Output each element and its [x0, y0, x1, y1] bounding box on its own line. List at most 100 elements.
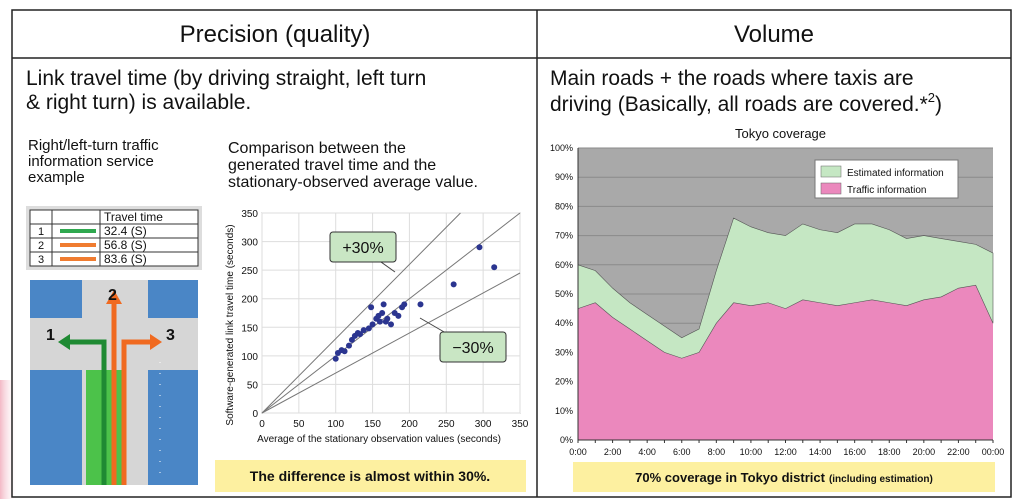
- header-right: Volume: [734, 21, 814, 48]
- y-tick-label: 40%: [555, 318, 573, 328]
- point: [370, 321, 376, 327]
- summary-line: Link travel time (by driving straight, l…: [26, 67, 426, 90]
- legend-label: Estimated information: [847, 168, 944, 179]
- row-number: 3: [38, 254, 44, 266]
- note-small: (including estimation): [829, 474, 933, 485]
- y-tick-label: 50: [247, 380, 259, 391]
- y-tick-label: 90%: [555, 172, 573, 182]
- caption: generated travel time and the: [228, 157, 436, 174]
- x-tick-label: 100: [327, 419, 344, 430]
- y-tick-label: 30%: [555, 347, 573, 357]
- caption: example: [28, 169, 85, 186]
- route-swatch: [60, 243, 96, 247]
- travel-time: 56.8 (S): [104, 238, 147, 252]
- x-tick-label: 150: [364, 419, 381, 430]
- scatter-chart: 0 50 100 150 200 250 300 350 0 50 100 150 200 250 300 3…: [225, 209, 529, 445]
- y-tick-label: 0%: [560, 435, 573, 445]
- callout-label: −30%: [452, 340, 493, 357]
- intersection-diagram: 1 2 3: [30, 280, 198, 485]
- route-label: 1: [46, 327, 55, 344]
- note-main: 70% coverage in Tokyo district: [635, 470, 825, 485]
- x-tick-label: 10:00: [740, 447, 763, 457]
- footnote-mark: 2: [928, 90, 935, 105]
- summary-text: driving (Basically, all roads are covere…: [550, 93, 928, 116]
- area-chart: Tokyo coverage 0% 10% 20% 30% 40% 50% 60% 70% 80%…: [550, 126, 1004, 457]
- x-tick-label: 0:00: [569, 447, 587, 457]
- point: [451, 281, 457, 287]
- x-tick-label: 50: [293, 419, 305, 430]
- y-tick-label: 200: [241, 295, 258, 306]
- point: [417, 301, 423, 307]
- point: [333, 356, 339, 362]
- y-tick-label: 60%: [555, 260, 573, 270]
- point: [395, 313, 401, 319]
- route-swatch: [60, 229, 96, 233]
- callout-label: +30%: [342, 240, 383, 257]
- route-swatch: [60, 257, 96, 261]
- caption: Comparison between the: [228, 140, 406, 157]
- legend-label: Traffic information: [847, 185, 926, 196]
- travel-time: 32.4 (S): [104, 224, 147, 238]
- point: [384, 316, 390, 322]
- x-tick-label: 2:00: [604, 447, 622, 457]
- decoration: [0, 380, 18, 499]
- point: [342, 348, 348, 354]
- point: [476, 244, 482, 250]
- x-tick-label: 8:00: [708, 447, 726, 457]
- chart-title: Tokyo coverage: [735, 126, 826, 141]
- y-tick-label: 80%: [555, 201, 573, 211]
- x-tick-label: 14:00: [809, 447, 832, 457]
- y-tick-label: 10%: [555, 406, 573, 416]
- y-tick-label: 50%: [555, 289, 573, 299]
- y-tick-label: 150: [241, 323, 258, 334]
- x-tick-label: 0: [259, 419, 265, 430]
- y-tick-label: 100: [241, 352, 258, 363]
- point: [388, 321, 394, 327]
- caption: stationary-observed average value.: [228, 174, 478, 191]
- x-tick-label: 300: [475, 419, 492, 430]
- travel-table: Travel time 1 32.4 (S) 2 56.8 (S) 3 83.6 (S): [26, 206, 202, 270]
- y-tick-label: 70%: [555, 231, 573, 241]
- table-header: Travel time: [104, 210, 163, 224]
- summary-line: Main roads + the roads where taxis are: [550, 67, 914, 90]
- point: [361, 327, 367, 333]
- header-left: Precision (quality): [180, 21, 371, 48]
- caption: Right/left-turn traffic: [28, 137, 159, 154]
- x-tick-label: 6:00: [673, 447, 691, 457]
- note: The difference is almost within 30%.: [250, 468, 490, 484]
- x-axis-label: Average of the stationary observation va…: [257, 434, 501, 445]
- point: [381, 301, 387, 307]
- y-tick-label: 0: [252, 409, 258, 420]
- y-tick-label: 250: [241, 266, 258, 277]
- legend-swatch: [821, 166, 841, 177]
- x-tick-label: 4:00: [638, 447, 656, 457]
- x-tick-label: 20:00: [913, 447, 936, 457]
- point: [379, 310, 385, 316]
- y-tick-label: 350: [241, 209, 258, 220]
- x-tick-label: 350: [512, 419, 529, 430]
- x-tick-label: 22:00: [947, 447, 970, 457]
- point: [368, 304, 374, 310]
- row-number: 2: [38, 240, 44, 252]
- route-label: 2: [108, 287, 117, 304]
- summary-line: & right turn) is available.: [26, 91, 251, 114]
- y-tick-label: 20%: [555, 377, 573, 387]
- y-axis-label: Software-generated link travel time (sec…: [225, 224, 236, 425]
- point: [491, 264, 497, 270]
- point: [346, 343, 352, 349]
- x-tick-label: 250: [438, 419, 455, 430]
- x-tick-label: 200: [401, 419, 418, 430]
- summary-line: driving (Basically, all roads are covere…: [550, 90, 942, 116]
- route-label: 3: [166, 327, 175, 344]
- caption: information service: [28, 153, 154, 170]
- slide: Precision (quality) Volume Link travel t…: [0, 0, 1014, 499]
- x-tick-label: 00:00: [982, 447, 1005, 457]
- x-tick-label: 16:00: [843, 447, 866, 457]
- row-number: 1: [38, 226, 44, 238]
- x-tick-label: 18:00: [878, 447, 901, 457]
- y-tick-label: 300: [241, 238, 258, 249]
- point: [401, 301, 407, 307]
- closing: ): [935, 93, 942, 116]
- travel-time: 83.6 (S): [104, 252, 147, 266]
- y-tick-label: 100%: [550, 143, 573, 153]
